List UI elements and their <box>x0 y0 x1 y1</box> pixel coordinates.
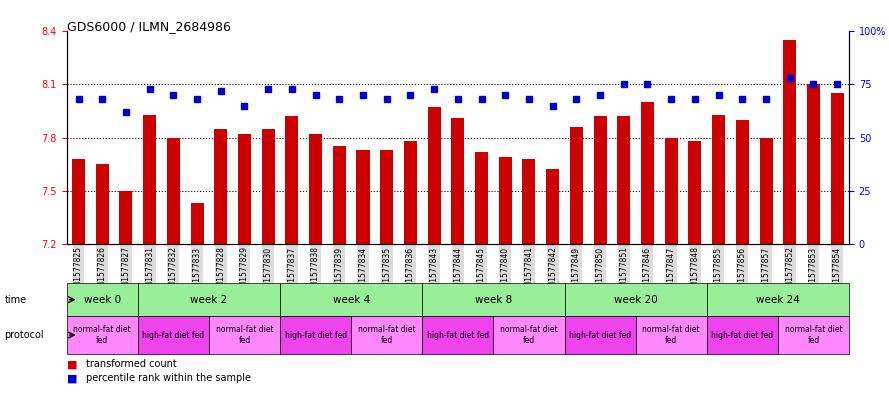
Text: high-fat diet fed: high-fat diet fed <box>711 331 773 340</box>
Text: protocol: protocol <box>4 330 44 340</box>
Bar <box>493 316 565 354</box>
Bar <box>143 115 156 244</box>
Bar <box>707 283 849 316</box>
Bar <box>138 283 280 316</box>
Bar <box>119 191 132 244</box>
Bar <box>594 116 606 244</box>
Bar <box>214 129 228 244</box>
Text: transformed count: transformed count <box>86 360 177 369</box>
Text: GDS6000 / ILMN_2684986: GDS6000 / ILMN_2684986 <box>67 20 230 33</box>
Text: time: time <box>4 295 27 305</box>
Text: normal-fat diet
fed: normal-fat diet fed <box>785 325 842 345</box>
Bar <box>261 129 275 244</box>
Bar <box>830 93 844 244</box>
Bar <box>280 316 351 354</box>
Text: ■: ■ <box>67 360 77 369</box>
Bar <box>72 159 85 244</box>
Bar <box>688 141 701 244</box>
Text: high-fat diet fed: high-fat diet fed <box>427 331 489 340</box>
Bar <box>96 164 108 244</box>
Text: percentile rank within the sample: percentile rank within the sample <box>86 373 252 383</box>
Text: high-fat diet fed: high-fat diet fed <box>284 331 347 340</box>
Bar <box>209 316 280 354</box>
Bar <box>736 120 749 244</box>
Bar <box>452 118 464 244</box>
Text: week 20: week 20 <box>613 295 658 305</box>
Bar <box>565 283 707 316</box>
Text: normal-fat diet
fed: normal-fat diet fed <box>216 325 273 345</box>
Bar <box>475 152 488 244</box>
Bar <box>570 127 583 244</box>
Bar <box>617 116 630 244</box>
Bar <box>285 116 299 244</box>
Bar <box>428 108 441 244</box>
Bar <box>67 283 138 316</box>
Text: week 0: week 0 <box>84 295 121 305</box>
Bar <box>332 147 346 244</box>
Bar <box>565 316 636 354</box>
Text: week 8: week 8 <box>475 295 512 305</box>
Bar <box>641 102 654 244</box>
Text: week 4: week 4 <box>332 295 370 305</box>
Bar <box>309 134 322 244</box>
Text: normal-fat diet
fed: normal-fat diet fed <box>643 325 700 345</box>
Bar <box>636 316 707 354</box>
Bar <box>67 316 138 354</box>
Bar <box>712 115 725 244</box>
Text: normal-fat diet
fed: normal-fat diet fed <box>501 325 557 345</box>
Bar <box>167 138 180 244</box>
Bar <box>422 316 493 354</box>
Bar <box>138 316 209 354</box>
Text: week 24: week 24 <box>756 295 800 305</box>
Bar <box>546 169 559 244</box>
Bar <box>778 316 849 354</box>
Bar <box>807 84 820 244</box>
Bar <box>356 150 370 244</box>
Text: normal-fat diet
fed: normal-fat diet fed <box>358 325 415 345</box>
Bar <box>380 150 393 244</box>
Text: high-fat diet fed: high-fat diet fed <box>142 331 204 340</box>
Text: week 2: week 2 <box>190 295 228 305</box>
Bar <box>759 138 773 244</box>
Bar <box>422 283 565 316</box>
Bar <box>280 283 422 316</box>
Bar <box>351 316 422 354</box>
Bar <box>523 159 535 244</box>
Bar <box>404 141 417 244</box>
Bar <box>707 316 778 354</box>
Bar <box>499 157 512 244</box>
Bar <box>783 40 797 244</box>
Text: high-fat diet fed: high-fat diet fed <box>569 331 631 340</box>
Text: ■: ■ <box>67 373 77 383</box>
Bar <box>190 203 204 244</box>
Bar <box>665 138 677 244</box>
Bar <box>238 134 251 244</box>
Text: normal-fat diet
fed: normal-fat diet fed <box>74 325 131 345</box>
